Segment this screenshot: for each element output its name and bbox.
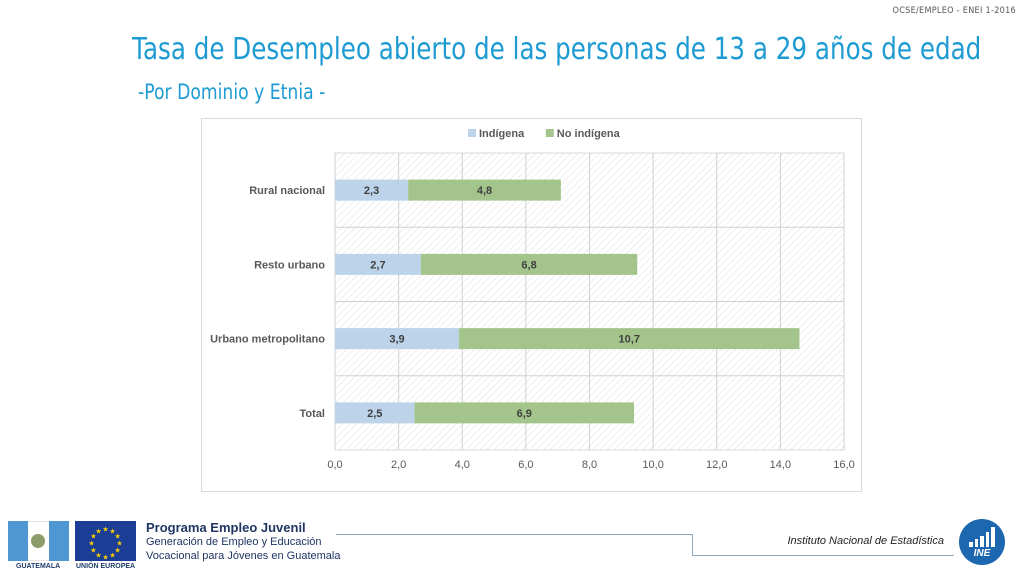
coat-of-arms-icon bbox=[31, 534, 46, 548]
x-tick-label: 12,0 bbox=[706, 459, 727, 471]
footer-divider-step bbox=[692, 534, 693, 555]
legend-swatch bbox=[468, 129, 476, 137]
bar-segment bbox=[414, 402, 635, 424]
x-tick-label: 16,0 bbox=[833, 459, 854, 471]
x-tick-label: 4,0 bbox=[455, 459, 470, 471]
data-label: 2,5 bbox=[367, 408, 382, 420]
svg-text:★: ★ bbox=[102, 554, 108, 562]
legend-label: No indígena bbox=[557, 128, 621, 140]
x-tick-label: 6,0 bbox=[518, 459, 533, 471]
data-label: 2,7 bbox=[370, 259, 385, 271]
svg-text:★: ★ bbox=[95, 552, 101, 560]
slide-title: Tasa de Desempleo abierto de las persona… bbox=[132, 32, 982, 67]
legend-label: Indígena bbox=[479, 128, 525, 140]
bar-segment bbox=[408, 179, 561, 201]
svg-text:★: ★ bbox=[114, 533, 120, 541]
data-label: 6,8 bbox=[521, 259, 536, 271]
guatemala-flag bbox=[8, 521, 69, 561]
bar-segment bbox=[420, 253, 638, 275]
svg-text:★: ★ bbox=[116, 540, 122, 548]
eu-stars-icon: ★ ★★ ★★★ ★★★ ★★★ bbox=[88, 526, 122, 562]
ine-logo: INE bbox=[959, 519, 1005, 565]
svg-text:★: ★ bbox=[114, 547, 120, 555]
legend-swatch bbox=[545, 129, 554, 137]
data-label: 6,9 bbox=[517, 408, 532, 420]
slide-subtitle: -Por Dominio y Etnia - bbox=[138, 80, 326, 104]
data-label: 3,9 bbox=[389, 334, 404, 346]
program-title: Programa Empleo Juvenil bbox=[146, 520, 306, 535]
bar-segment bbox=[335, 253, 421, 275]
x-tick-label: 14,0 bbox=[770, 459, 791, 471]
svg-text:★: ★ bbox=[88, 540, 94, 548]
chart-frame: 0,0 2,0 4,0 6,0 8,0 10,0 12,0 14,0 16,0 Rural nac… bbox=[201, 118, 862, 492]
data-label: 4,8 bbox=[477, 185, 492, 197]
institute-name: Instituto Nacional de Estadística bbox=[787, 535, 944, 547]
guatemala-label: GUATEMALA bbox=[16, 563, 61, 570]
footer-divider-left bbox=[336, 534, 692, 535]
svg-text:★: ★ bbox=[102, 526, 108, 534]
eu-flag: ★ ★ ★ ★ ★ ★ ★ ★ ★ ★ ★ ★ bbox=[75, 521, 136, 562]
ine-logo-text: INE bbox=[973, 548, 991, 559]
bar-segment bbox=[335, 328, 460, 350]
category-label: Total bbox=[300, 408, 325, 420]
svg-text:★: ★ bbox=[109, 552, 115, 560]
bar-segment bbox=[459, 328, 800, 350]
bar-segment bbox=[335, 179, 409, 201]
category-label: Rural nacional bbox=[249, 185, 325, 197]
footer-divider-right bbox=[692, 555, 954, 556]
eu-label: UNIÓN EUROPEA bbox=[76, 563, 136, 570]
x-tick-label: 2,0 bbox=[391, 459, 406, 471]
program-line-1: Generación de Empleo y Educación bbox=[146, 536, 322, 548]
category-label: Urbano metropolitano bbox=[210, 334, 325, 346]
bar-chart: 0,0 2,0 4,0 6,0 8,0 10,0 12,0 14,0 16,0 Rural nac… bbox=[210, 128, 855, 471]
svg-text:★: ★ bbox=[90, 533, 96, 541]
bar-segment bbox=[335, 402, 415, 424]
svg-text:★: ★ bbox=[95, 527, 101, 535]
bars-icon bbox=[969, 527, 995, 547]
data-label: 2,3 bbox=[364, 185, 379, 197]
x-tick-label: 8,0 bbox=[582, 459, 597, 471]
category-label: Resto urbano bbox=[254, 259, 325, 271]
x-tick-label: 0,0 bbox=[327, 459, 342, 471]
program-line-2: Vocacional para Jóvenes en Guatemala bbox=[146, 550, 341, 562]
slide-source-tag: OCSE/EMPLEO - ENEI 1-2016 bbox=[892, 6, 1016, 16]
svg-text:★: ★ bbox=[109, 527, 115, 535]
svg-text:★: ★ bbox=[90, 547, 96, 555]
data-label: 10,7 bbox=[619, 334, 640, 346]
x-tick-label: 10,0 bbox=[642, 459, 663, 471]
